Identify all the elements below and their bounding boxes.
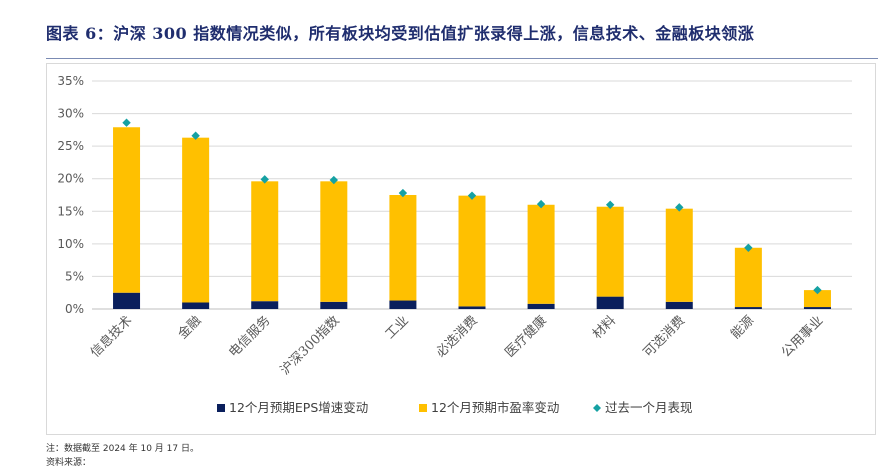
y-tick-label: 35% — [57, 74, 84, 88]
performance-marker — [398, 188, 408, 198]
bar-eps-segment — [527, 303, 555, 309]
bar-eps-segment — [803, 307, 831, 309]
bar-pe-segment — [251, 181, 279, 302]
chart-title: 图表 6：沪深 300 指数情况类似，所有板块均受到估值扩张录得上涨，信息技术、… — [46, 24, 755, 43]
legend-swatch — [419, 404, 427, 412]
y-axis-ticks: 0% 5% 10% 15% 20% 25% 30% 35% — [57, 74, 84, 316]
x-tick-label: 工业 — [383, 313, 412, 342]
x-tick-label: 沪深300指数 — [277, 313, 343, 379]
x-tick-label: 必选消费 — [433, 313, 480, 360]
x-tick-label: 金融 — [175, 313, 205, 343]
x-tick-label: 能源 — [728, 313, 757, 342]
bar-pe-segment — [803, 290, 831, 308]
legend-label: 12个月预期市盈率变动 — [431, 400, 559, 415]
title-divider — [46, 58, 878, 59]
x-tick-label: 信息技术 — [87, 313, 135, 361]
legend-swatch — [593, 404, 601, 412]
bar-eps-segment — [320, 301, 348, 309]
bar-pe-segment — [527, 204, 555, 304]
bar-eps-segment — [113, 292, 141, 309]
bar-pe-segment — [182, 137, 210, 303]
bar-pe-segment — [389, 195, 417, 301]
y-tick-label: 25% — [57, 139, 84, 153]
y-tick-label: 30% — [57, 107, 84, 121]
bar-pe-segment — [734, 247, 762, 308]
x-tick-label: 材料 — [590, 313, 619, 342]
bar-pe-segment — [458, 195, 486, 307]
performance-marker — [813, 285, 822, 295]
performance-marker — [744, 243, 753, 252]
chart-frame: 0% 5% 10% 15% 20% 25% 30% 35% 信息技术 金融 电信服务 沪深300指数… — [46, 63, 876, 435]
bar-eps-segment — [596, 296, 624, 309]
bar-eps-segment — [389, 300, 417, 309]
bar-eps-segment — [182, 302, 210, 309]
legend: 12个月预期EPS增速变动 12个月预期市盈率变动 过去一个月表现 — [217, 400, 693, 415]
x-tick-label: 公用事业 — [779, 313, 826, 360]
y-tick-label: 5% — [65, 269, 84, 283]
stacked-bar-chart: 0% 5% 10% 15% 20% 25% 30% 35% 信息技术 金融 电信服务 沪深300指数… — [57, 74, 852, 415]
bar-pe-segment — [596, 206, 624, 297]
footnote: 注：数据截至 2024 年 10 月 17 日。 — [46, 444, 199, 454]
y-tick-label: 10% — [57, 237, 84, 251]
performance-marker — [467, 191, 477, 200]
x-axis-ticks: 信息技术 金融 电信服务 沪深300指数 工业 必选消费 医疗健康 材料 可选消费 能源 公用事业 — [87, 313, 826, 379]
bar-pe-segment — [113, 127, 141, 293]
performance-marker — [122, 118, 131, 127]
performance-marker — [260, 175, 269, 184]
performance-marker — [536, 199, 546, 209]
x-tick-label: 电信服务 — [225, 313, 273, 361]
x-tick-label: 可选消费 — [641, 313, 688, 360]
x-tick-label: 医疗健康 — [502, 313, 550, 361]
bar-eps-segment — [251, 301, 279, 309]
bar-pe-segment — [665, 208, 693, 302]
y-tick-label: 0% — [65, 302, 84, 316]
legend-swatch — [217, 404, 225, 412]
performance-marker — [605, 200, 615, 209]
y-tick-label: 15% — [57, 204, 84, 218]
legend-label: 过去一个月表现 — [605, 400, 693, 415]
performance-markers — [122, 118, 822, 295]
bar-pe-segment — [320, 181, 348, 302]
performance-marker — [191, 131, 200, 140]
performance-marker — [675, 203, 684, 212]
y-tick-label: 20% — [57, 172, 84, 186]
bar-eps-segment — [665, 301, 693, 309]
legend-label: 12个月预期EPS增速变动 — [229, 400, 368, 415]
bar-eps-segment — [734, 307, 762, 309]
bar-eps-segment — [458, 306, 486, 309]
performance-marker — [329, 175, 339, 185]
bars — [113, 127, 831, 309]
